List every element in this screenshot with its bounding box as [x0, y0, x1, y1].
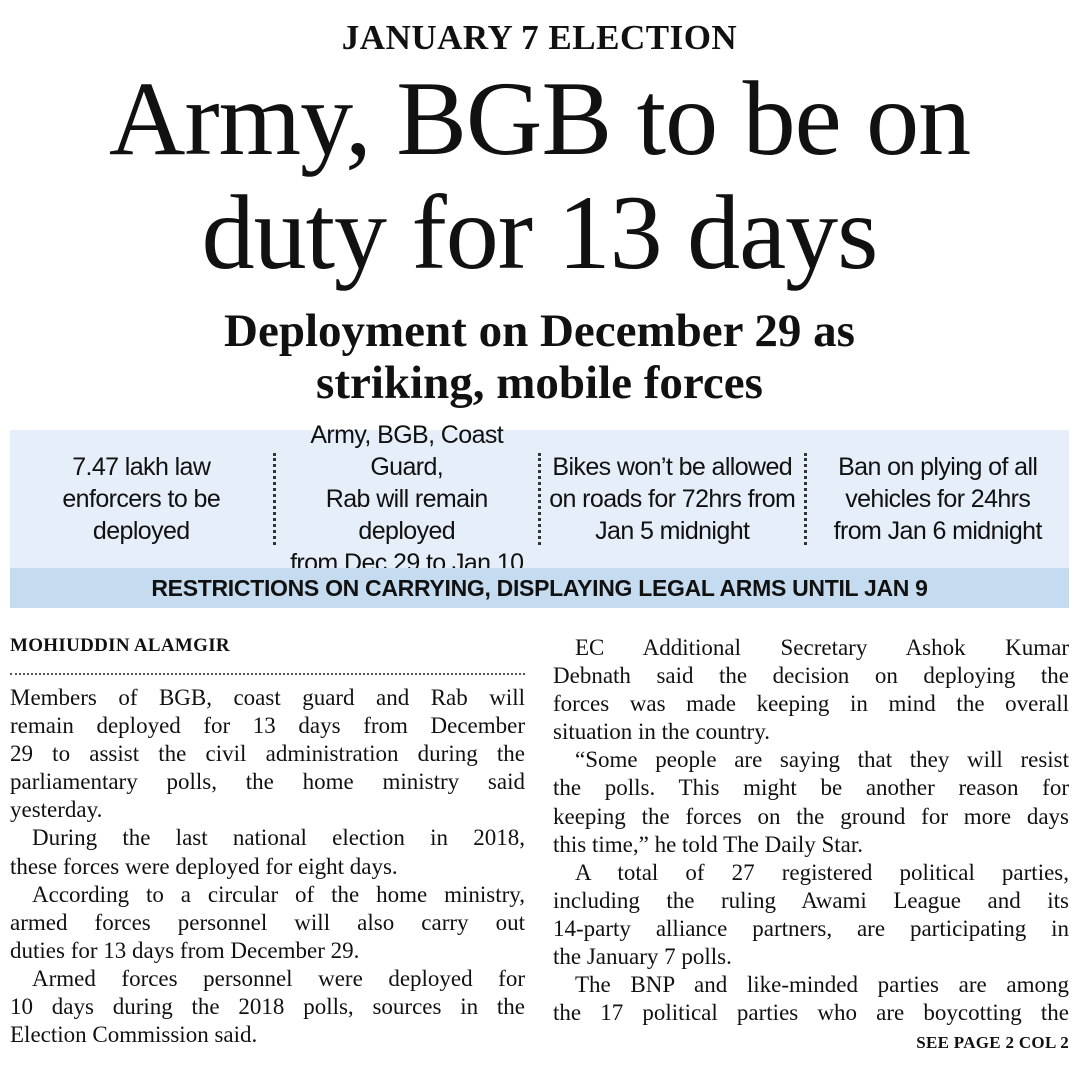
text-line: this time,” he told The Daily Star. — [553, 831, 864, 857]
text-line: 29 to assist the civil administration du… — [10, 741, 525, 767]
headline: Army, BGB to be on duty for 13 days — [0, 62, 1079, 290]
text-line: The BNP and like-minded parties are amon… — [575, 972, 1069, 998]
text-line: According to a circular of the home mini… — [32, 881, 525, 907]
text-line: 10 days during the 2018 polls, sources i… — [10, 994, 525, 1020]
byline: MOHIUDDIN ALAMGIR — [10, 635, 230, 656]
fact-item: Ban on plying of all vehicles for 24hrs … — [807, 451, 1070, 547]
fact-line: Rab will remain deployed — [325, 485, 488, 545]
kicker: JANUARY 7 ELECTION — [341, 18, 738, 57]
dotted-divider — [272, 453, 276, 545]
fact-line: vehicles for 24hrs — [845, 485, 1031, 513]
text-line: the 17 political parties who are boycott… — [553, 1000, 1069, 1026]
fact-item: Bikes won’t be allowed on roads for 72hr… — [541, 451, 804, 547]
headline-line: Army, BGB to be on — [108, 60, 971, 177]
article-column-left: Members of BGB, coast guard and Rab will… — [10, 684, 525, 1049]
subhead-line: Deployment on December 29 as — [224, 305, 855, 357]
restrictions-banner: RESTRICTIONS ON CARRYING, DISPLAYING LEG… — [10, 568, 1069, 608]
fact-item: Army, BGB, Coast Guard, Rab will remain … — [276, 419, 539, 579]
text-line: “Some people are saying that they will r… — [575, 747, 1069, 773]
fact-line: Jan 5 midnight — [595, 517, 750, 545]
text-line: situation in the country. — [553, 719, 770, 745]
text-line: Election Commission said. — [10, 1022, 258, 1048]
text-line: remain deployed for 13 days from Decembe… — [10, 713, 525, 739]
text-line: keeping the forces on the ground for mor… — [553, 803, 1069, 829]
continuation-note: SEE PAGE 2 COL 2 — [916, 1033, 1069, 1052]
fact-line: on roads for 72hrs from — [549, 485, 796, 513]
fact-line: Army, BGB, Coast Guard, — [310, 421, 504, 481]
fact-box: 7.47 lakh law enforcers to be deployed A… — [10, 421, 1070, 608]
text-line: A total of 27 registered political parti… — [575, 859, 1069, 885]
text-line: duties for 13 days from December 29. — [10, 937, 360, 963]
dotted-divider — [803, 453, 807, 545]
subhead-line: striking, mobile forces — [316, 357, 763, 409]
text-line: yesterday. — [10, 797, 103, 823]
text-line: Debnath said the decision on deploying t… — [553, 663, 1069, 689]
fact-line: from Jan 6 midnight — [833, 517, 1043, 545]
text-line: Armed forces personnel were deployed for — [32, 965, 525, 991]
text-line: EC Additional Secretary Ashok Kumar — [575, 635, 1069, 660]
fact-item: 7.47 lakh law enforcers to be deployed — [10, 451, 273, 547]
text-line: Members of BGB, coast guard and Rab will — [10, 685, 525, 710]
text-line: During the last national election in 201… — [32, 825, 525, 851]
dotted-divider — [538, 453, 541, 545]
text-line: including the ruling Awami League and it… — [553, 887, 1069, 913]
text-line: the polls. This might be another reason … — [553, 775, 1069, 801]
article-column-right: EC Additional Secretary Ashok Kumar Debna… — [553, 634, 1069, 1027]
subheadline: Deployment on December 29 as striking, m… — [0, 305, 1079, 409]
text-line: armed forces personnel will also carry o… — [10, 909, 525, 935]
fact-line: Bikes won’t be allowed — [552, 453, 793, 481]
text-line: these forces were deployed for eight day… — [10, 853, 398, 879]
text-line: 14-party alliance partners, are particip… — [553, 915, 1069, 941]
headline-line: duty for 13 days — [201, 174, 879, 291]
text-line: the January 7 polls. — [553, 944, 732, 970]
fact-line: enforcers to be — [62, 485, 221, 513]
fact-line: 7.47 lakh law — [72, 453, 211, 481]
fact-line: Ban on plying of all — [838, 453, 1038, 481]
fact-line: deployed — [92, 517, 190, 545]
text-line: parliamentary polls, the home ministry s… — [10, 769, 525, 795]
text-line: forces was made keeping in mind the over… — [553, 691, 1069, 717]
dotted-rule — [10, 673, 525, 675]
